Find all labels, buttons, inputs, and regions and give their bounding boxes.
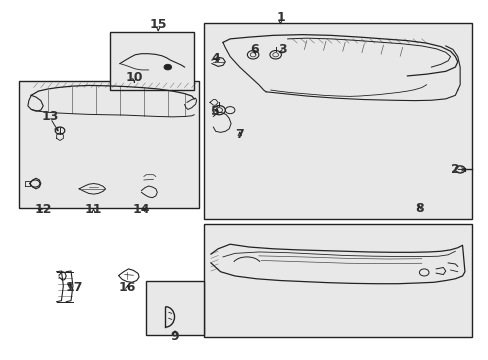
Text: 3: 3 [278,43,286,56]
Bar [146,280,203,335]
Text: 11: 11 [84,203,102,216]
Text: 14: 14 [132,203,150,216]
Text: 17: 17 [65,281,83,294]
Text: 2: 2 [450,163,459,176]
Bar [203,23,471,219]
Text: 16: 16 [118,281,136,294]
Bar [203,224,471,337]
Text: 10: 10 [125,71,142,84]
Text: 15: 15 [149,18,166,31]
Text: 6: 6 [249,43,258,56]
Bar [19,81,199,208]
Text: 8: 8 [414,202,423,215]
Text: 4: 4 [211,52,220,65]
Text: 12: 12 [35,203,52,216]
Text: 7: 7 [235,128,244,141]
Text: 1: 1 [276,11,284,24]
Circle shape [163,64,171,70]
Bar [110,32,194,90]
Text: 13: 13 [41,110,59,123]
Text: 9: 9 [170,330,179,343]
Text: 5: 5 [211,105,220,118]
